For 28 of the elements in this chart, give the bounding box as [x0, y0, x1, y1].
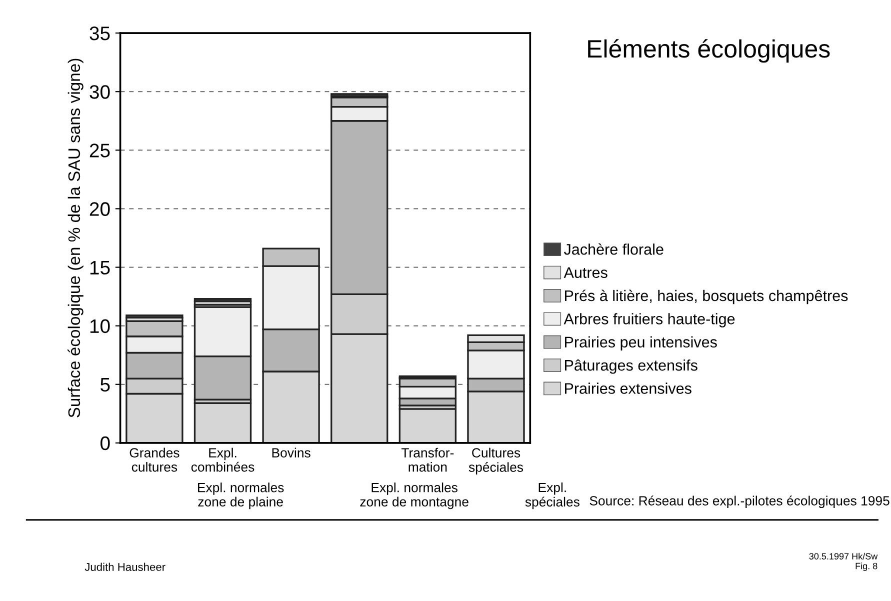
legend-label: Prairies peu intensives [565, 336, 717, 351]
x-tick-label: Bovins [272, 448, 310, 458]
y-tick-label: 20 [90, 202, 110, 216]
y-tick-label: 10 [90, 319, 110, 334]
text: Expl. normales zone de montagne [360, 482, 468, 510]
legend-label: Arbres fruitiers haute-tige [564, 313, 735, 328]
legend-label: Autres [564, 267, 608, 278]
text: Judith Hausheer [84, 562, 166, 571]
source-note: Source: Réseau des expl.-pilotes écologiques 1995 [590, 496, 890, 508]
y-tick-label: 35 [90, 26, 110, 40]
x-tick-label: Cultures spéciales [468, 448, 524, 474]
text: Eléments écologiques [588, 39, 830, 63]
y-tick-label: 5 [100, 378, 110, 392]
x-tick-label: Expl. combinées [191, 448, 254, 472]
text: Expl. spéciales [525, 482, 580, 510]
legend-label: Prairies extensives [565, 382, 692, 394]
y-tick-label: 25 [90, 144, 110, 158]
x-tick-label: Transfor- mation [401, 448, 454, 472]
y-tick-label: 0 [100, 436, 110, 450]
x-tick-label: Grandes cultures [130, 448, 180, 472]
y-tick-label: 15 [90, 260, 110, 275]
text: Expl. normales zone de plaine [198, 482, 284, 510]
text: 30.5.1997 Hk/Sw Fig. 8 [809, 552, 878, 572]
legend-label: Jachère florale [564, 243, 664, 255]
legend-label: Pâturages extensifs [565, 359, 698, 374]
y-tick-label: 30 [90, 85, 110, 99]
legend-label: Prés à litière, haies, bosquets champêtres [565, 290, 848, 304]
y-axis-title: Surface écologique (en % de la SAU sans vigne) [68, 58, 84, 418]
